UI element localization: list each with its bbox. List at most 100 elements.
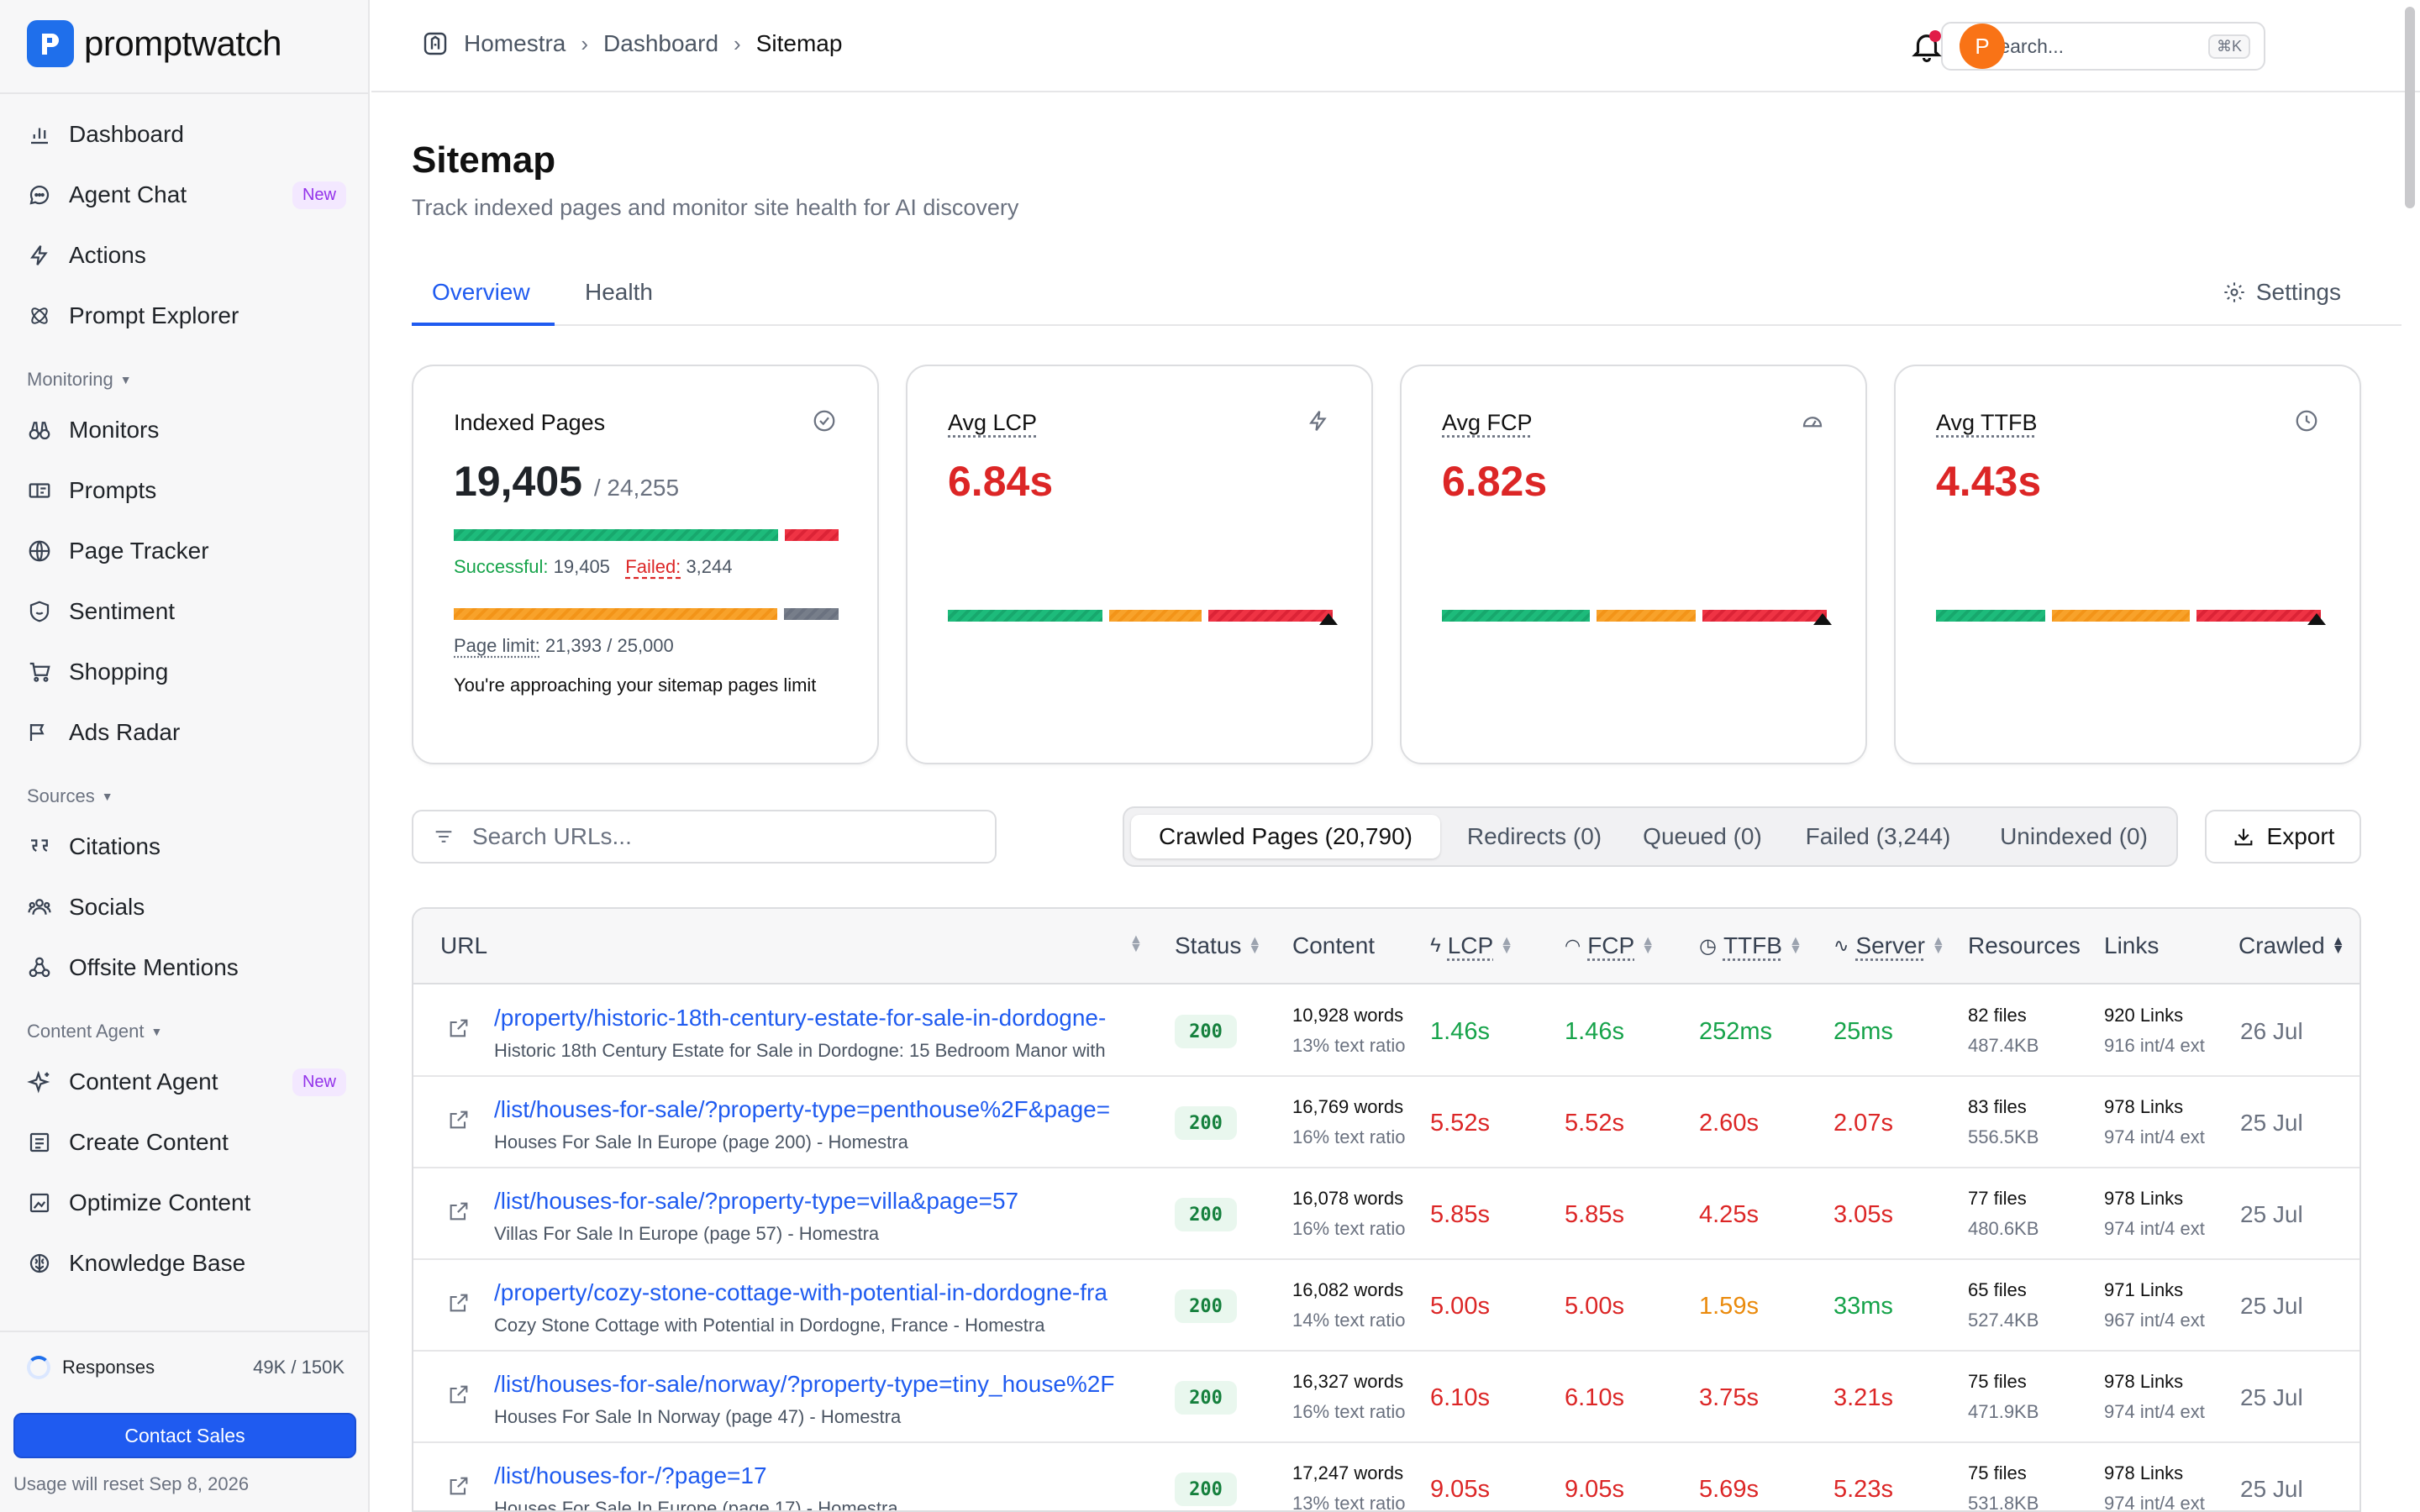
page-title-text: Houses For Sale In Europe (page 17) - Ho… [494, 1498, 898, 1512]
nav-item-prompt-explorer[interactable]: Prompt Explorer [27, 286, 346, 346]
page-url-link[interactable]: /list/houses-for-/?page=17 [494, 1462, 767, 1488]
external-link-icon[interactable] [447, 1291, 471, 1315]
card-title[interactable]: Avg TTFB [1936, 410, 2038, 435]
tab-health[interactable]: Health [585, 279, 653, 305]
nav-item-actions[interactable]: Actions [27, 225, 346, 286]
nav-item-optimize-content[interactable]: Optimize Content [27, 1173, 346, 1233]
page-limit-label[interactable]: Page limit: [454, 635, 540, 656]
table-row[interactable]: /list/houses-for-sale/?property-type=pen… [413, 1078, 2360, 1168]
nav-item-citations[interactable]: Citations [27, 816, 346, 877]
breadcrumb-dashboard[interactable]: Dashboard [603, 30, 719, 56]
fcp-metric: 5.00s [1565, 1293, 1624, 1320]
breadcrumb-workspace[interactable]: Homestra [464, 30, 566, 56]
filter-failed[interactable]: Failed (3,244) [1805, 823, 1951, 849]
col-url[interactable]: URL [440, 932, 487, 959]
resource-size: 527.4KB [1968, 1310, 2039, 1331]
word-count: 16,082 words [1292, 1279, 1404, 1300]
needs-improvement-segment [1597, 610, 1696, 622]
filter-unindexed[interactable]: Unindexed (0) [2000, 823, 2148, 849]
external-link-icon[interactable] [447, 1108, 471, 1131]
export-button[interactable]: Export [2205, 810, 2361, 864]
filter-redirects[interactable]: Redirects (0) [1466, 823, 1602, 849]
table-row[interactable]: /list/houses-for-/?page=17 Houses For Sal… [413, 1444, 2360, 1512]
card-title[interactable]: Avg LCP [948, 410, 1038, 435]
col-server[interactable]: ∿ Server ▲ ▼ [1833, 932, 1945, 959]
col-links[interactable]: Links [2104, 932, 2159, 959]
col-content[interactable]: Content [1292, 932, 1375, 959]
text-ratio: 14% text ratio [1292, 1310, 1406, 1331]
section-monitoring[interactable]: Monitoring ▼ [27, 363, 346, 396]
nav-item-offsite-mentions[interactable]: Offsite Mentions [27, 937, 346, 998]
ttfb-metric: 252ms [1699, 1018, 1773, 1045]
external-link-icon[interactable] [447, 1474, 471, 1498]
responses-usage: Responses 49K / 150K [27, 1356, 345, 1379]
page-subtitle: Track indexed pages and monitor site hea… [412, 195, 1019, 220]
link-breakdown: 974 int/4 ext [2104, 1493, 2205, 1512]
section-label: Monitoring [27, 369, 113, 390]
caret-down-icon: ▼ [101, 790, 113, 803]
gauge-icon: ◠ [1565, 935, 1581, 956]
lcp-metric: 5.85s [1430, 1201, 1490, 1228]
nav-item-knowledge-base[interactable]: Knowledge Base [27, 1233, 346, 1294]
settings-button[interactable]: Settings [2223, 279, 2341, 306]
resource-files: 77 files [1968, 1188, 2027, 1209]
nav-item-monitors[interactable]: Monitors [27, 400, 346, 460]
table-row[interactable]: /property/cozy-stone-cottage-with-potent… [413, 1261, 2360, 1352]
tab-overview[interactable]: Overview [432, 279, 530, 305]
external-link-icon[interactable] [447, 1200, 471, 1223]
nav-item-shopping[interactable]: Shopping [27, 642, 346, 702]
col-resources[interactable]: Resources [1968, 932, 2081, 959]
header-label: LCP [1447, 932, 1494, 958]
nav-item-ads-radar[interactable]: Ads Radar [27, 702, 346, 763]
bar-chart-icon [31, 128, 48, 144]
nav-item-content-agent[interactable]: Content Agent New [27, 1052, 346, 1112]
activity-icon: ∿ [1833, 935, 1849, 956]
failed-label[interactable]: Failed: [625, 556, 681, 577]
contact-sales-button[interactable]: Contact Sales [13, 1413, 356, 1458]
table-row[interactable]: /property/historic-18th-century-estate-f… [413, 986, 2360, 1077]
header-label: TTFB [1723, 932, 1782, 958]
nav-item-agent-chat[interactable]: Agent Chat New [27, 165, 346, 225]
nav-item-page-tracker[interactable]: Page Tracker [27, 521, 346, 581]
nav-item-sentiment[interactable]: Sentiment [27, 581, 346, 642]
page-url-link[interactable]: /list/houses-for-sale/?property-type=vil… [494, 1188, 1019, 1214]
header-label: Server [1855, 932, 1925, 958]
lcp-marker [1319, 613, 1338, 625]
nav-item-create-content[interactable]: Create Content [27, 1112, 346, 1173]
logo[interactable]: promptwatch [27, 20, 281, 67]
resource-files: 75 files [1968, 1462, 2027, 1483]
table-row[interactable]: /list/houses-for-sale/norway/?property-t… [413, 1352, 2360, 1443]
nav-item-socials[interactable]: Socials [27, 877, 346, 937]
col-fcp[interactable]: ◠ FCP ▲ ▼ [1565, 932, 1655, 959]
nav-item-prompts[interactable]: Prompts [27, 460, 346, 521]
page-url-link[interactable]: /property/cozy-stone-cottage-with-potent… [494, 1279, 1107, 1305]
nav-label: Page Tracker [69, 538, 209, 564]
table-row[interactable]: /list/houses-for-sale/?property-type=vil… [413, 1169, 2360, 1260]
external-link-icon[interactable] [447, 1383, 471, 1406]
section-content-agent[interactable]: Content Agent ▼ [27, 1015, 346, 1048]
fcp-marker [1813, 613, 1832, 625]
scrollbar[interactable] [2405, 7, 2415, 208]
col-status[interactable]: Status ▲ ▼ [1175, 932, 1261, 959]
col-lcp[interactable]: ϟ LCP ▲ ▼ [1430, 932, 1513, 959]
page-url-link[interactable]: /property/historic-18th-century-estate-f… [494, 1005, 1107, 1031]
section-sources[interactable]: Sources ▼ [27, 780, 346, 813]
avatar[interactable]: P [1960, 24, 2005, 69]
avg-ttfb-card: Avg TTFB 4.43s [1894, 365, 2361, 764]
card-title[interactable]: Avg FCP [1442, 410, 1533, 435]
filter-crawled-pages[interactable]: Crawled Pages (20,790) [1131, 815, 1440, 858]
lcp-value: 6.84s [948, 458, 1054, 505]
page-url-link[interactable]: /list/houses-for-sale/?property-type=pen… [494, 1096, 1111, 1122]
col-crawled[interactable]: Crawled ▲ ▼ [2238, 932, 2345, 959]
external-link-icon[interactable] [447, 1016, 471, 1040]
nav-item-dashboard[interactable]: Dashboard [27, 104, 346, 165]
filter-queued[interactable]: Queued (0) [1643, 823, 1762, 849]
chevron-right-icon: › [581, 30, 589, 56]
search-urls-input[interactable]: Search URLs... [412, 810, 997, 864]
page-url-link[interactable]: /list/houses-for-sale/norway/?property-t… [494, 1371, 1115, 1397]
col-ttfb[interactable]: ◷ TTFB ▲ ▼ [1699, 932, 1802, 959]
sort-icon[interactable]: ▲ ▼ [1129, 932, 1143, 955]
poor-segment [2196, 610, 2321, 622]
filter-icon [435, 831, 452, 843]
usage-reset-note: Usage will reset Sep 8, 2026 [13, 1473, 250, 1494]
